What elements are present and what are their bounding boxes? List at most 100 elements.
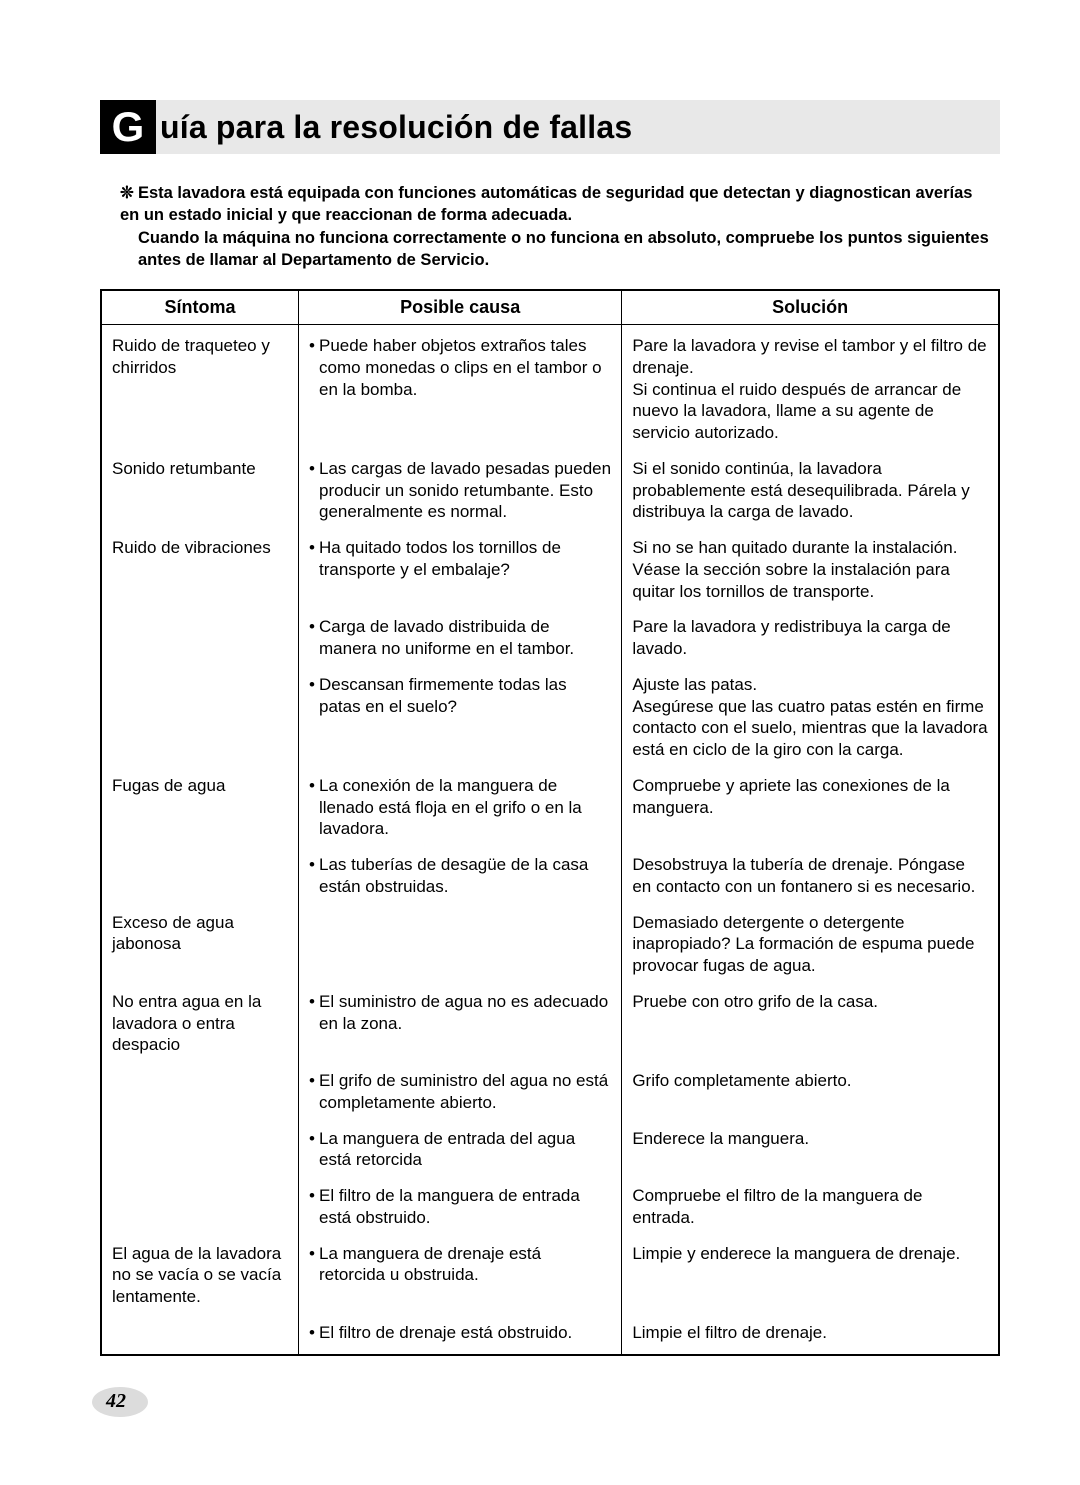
solution-cell: Demasiado detergente o detergente inapro… [622,902,999,981]
bullet-icon: • [309,1243,319,1287]
solution-cell: Ajuste las patas.Asegúrese que las cuatr… [622,664,999,765]
table-row: Ruido de vibraciones•Ha quitado todos lo… [101,527,999,606]
solution-cell: Pare la lavadora y redistribuya la carga… [622,606,999,664]
solution-cell: Pruebe con otro grifo de la casa. [622,981,999,1060]
solution-cell: Limpie y enderece la manguera de drenaje… [622,1233,999,1312]
symptom-cell [101,606,299,664]
symptom-cell: Ruido de traqueteo y chirridos [101,325,299,448]
header-cause: Posible causa [299,290,622,325]
cause-cell: •Carga de lavado distribuida de manera n… [299,606,622,664]
cause-cell: •El filtro de drenaje está obstruido. [299,1312,622,1355]
bullet-icon: • [309,674,319,718]
cause-cell: •La manguera de entrada del agua está re… [299,1118,622,1176]
bullet-icon: • [309,854,319,898]
page-number-text: 42 [106,1390,126,1412]
cause-text: Puede haber objetos extraños tales como … [319,335,611,400]
table-header-row: Síntoma Posible causa Solución [101,290,999,325]
cause-cell [299,902,622,981]
solution-cell: Si no se han quitado durante la instalac… [622,527,999,606]
solution-text: Limpie el filtro de drenaje. [632,1322,988,1344]
cause-text: Las cargas de lavado pesadas pueden prod… [319,458,611,523]
cause-text: El suministro de agua no es adecuado en … [319,991,611,1035]
cause-cell: •El grifo de suministro del agua no está… [299,1060,622,1118]
symptom-cell [101,1175,299,1233]
symptom-cell: Exceso de agua jabonosa [101,902,299,981]
solution-cell: Limpie el filtro de drenaje. [622,1312,999,1355]
solution-cell: Grifo completamente abierto. [622,1060,999,1118]
title-initial-box: G [100,100,156,154]
header-symptom: Síntoma [101,290,299,325]
solution-text: Si continua el ruido después de arrancar… [632,379,988,444]
symptom-cell [101,664,299,765]
cause-cell: •El suministro de agua no es adecuado en… [299,981,622,1060]
solution-text: Compruebe el filtro de la manguera de en… [632,1185,988,1229]
solution-text: Demasiado detergente o detergente inapro… [632,912,988,977]
table-row: Exceso de agua jabonosa Demasiado deterge… [101,902,999,981]
symptom-cell [101,1060,299,1118]
cause-text: La manguera de drenaje está retorcida u … [319,1243,611,1287]
title-initial: G [112,103,145,151]
cause-cell: •Ha quitado todos los tornillos de trans… [299,527,622,606]
bullet-icon: • [309,1070,319,1114]
cause-cell: •El filtro de la manguera de entrada est… [299,1175,622,1233]
troubleshooting-table: Síntoma Posible causa Solución Ruido de … [100,289,1000,1356]
table-row: •El grifo de suministro del agua no está… [101,1060,999,1118]
table-row: Sonido retumbante•Las cargas de lavado p… [101,448,999,527]
intro-paragraph-1: ❊Esta lavadora está equipada con funcion… [120,182,994,227]
title-text: uía para la resolución de fallas [156,109,632,146]
solution-text: Si el sonido continúa, la lavadora proba… [632,458,988,523]
solution-cell: Si el sonido continúa, la lavadora proba… [622,448,999,527]
cause-cell: •Las tuberías de desagüe de la casa está… [299,844,622,902]
solution-text: Enderece la manguera. [632,1128,988,1150]
solution-text: Ajuste las patas. [632,674,988,696]
solution-cell: Compruebe y apriete las conexiones de la… [622,765,999,844]
cause-cell: •La manguera de drenaje está retorcida u… [299,1233,622,1312]
page-number: 42 [106,1390,126,1413]
table-row: •El filtro de la manguera de entrada est… [101,1175,999,1233]
bullet-icon: • [309,1322,319,1344]
table-row: Ruido de traqueteo y chirridos•Puede hab… [101,325,999,448]
symptom-cell: Ruido de vibraciones [101,527,299,606]
solution-text: Desobstruya la tubería de drenaje. Pónga… [632,854,988,898]
cause-text: Ha quitado todos los tornillos de transp… [319,537,611,581]
symptom-cell: Fugas de agua [101,765,299,844]
solution-text: Grifo completamente abierto. [632,1070,988,1092]
symptom-cell [101,1118,299,1176]
solution-cell: Compruebe el filtro de la manguera de en… [622,1175,999,1233]
cause-cell: •La conexión de la manguera de llenado e… [299,765,622,844]
cause-text: Las tuberías de desagüe de la casa están… [319,854,611,898]
solution-text: Pruebe con otro grifo de la casa. [632,991,988,1013]
bullet-icon: • [309,775,319,840]
solution-text: Compruebe y apriete las conexiones de la… [632,775,988,819]
cause-text: La conexión de la manguera de llenado es… [319,775,611,840]
cause-cell: •Las cargas de lavado pesadas pueden pro… [299,448,622,527]
bullet-icon: • [309,458,319,523]
bullet-icon: • [309,537,319,581]
cause-cell: •Puede haber objetos extraños tales como… [299,325,622,448]
symptom-cell: No entra agua en la lavadora o entra des… [101,981,299,1060]
document-page: G uía para la resolución de fallas ❊Esta… [0,0,1080,1416]
cause-text: Descansan firmemente todas las patas en … [319,674,611,718]
solution-text: Asegúrese que las cuatro patas estén en … [632,696,988,761]
bullet-icon: • [309,991,319,1035]
intro-paragraph-2: Cuando la máquina no funciona correctame… [120,227,994,272]
intro-block: ❊Esta lavadora está equipada con funcion… [100,182,1000,289]
cause-text: El filtro de drenaje está obstruido. [319,1322,611,1344]
table-row: •Carga de lavado distribuida de manera n… [101,606,999,664]
intro-text-2: Cuando la máquina no funciona correctame… [138,229,989,269]
bullet-icon: • [309,1185,319,1229]
table-row: •La manguera de entrada del agua está re… [101,1118,999,1176]
title-bar: G uía para la resolución de fallas [100,100,1000,154]
symptom-cell: Sonido retumbante [101,448,299,527]
symptom-cell: El agua de la lavadora no se vacía o se … [101,1233,299,1312]
bullet-icon: • [309,616,319,660]
cause-text: El filtro de la manguera de entrada está… [319,1185,611,1229]
table-row: No entra agua en la lavadora o entra des… [101,981,999,1060]
table-row: •El filtro de drenaje está obstruido. Lim… [101,1312,999,1355]
bullet-icon: • [309,1128,319,1172]
header-solution: Solución [622,290,999,325]
solution-text: Si no se han quitado durante la instalac… [632,537,988,602]
cause-text: Carga de lavado distribuida de manera no… [319,616,611,660]
symptom-cell [101,1312,299,1355]
solution-text: Pare la lavadora y revise el tambor y el… [632,335,988,379]
